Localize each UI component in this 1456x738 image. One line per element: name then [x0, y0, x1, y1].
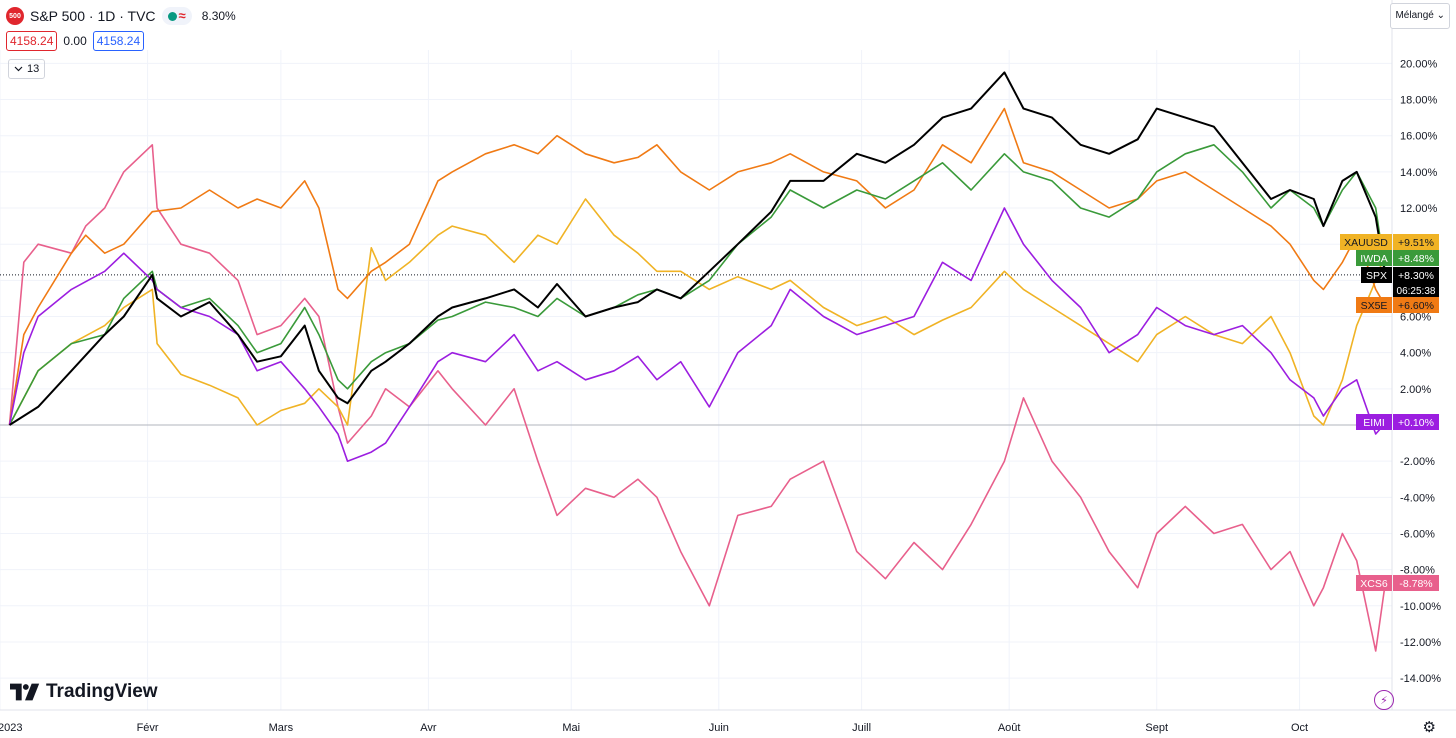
session-timer: 06:25:38 [1397, 286, 1436, 297]
gear-icon[interactable]: ⚙ [1422, 719, 1436, 736]
spread-value: 0.00 [63, 34, 87, 48]
x-tick-label: Mars [269, 722, 294, 734]
series-value-box [1393, 414, 1439, 430]
series-value-box [1393, 234, 1439, 250]
series-last-value: -8.78% [1399, 578, 1432, 590]
series-name: SPX [1366, 270, 1387, 282]
series-name-box [1356, 297, 1392, 313]
wave-icon: ≈ [178, 8, 186, 23]
series-value-box [1393, 575, 1439, 591]
series-value-box [1393, 297, 1439, 313]
x-axis: 2023 Févr Mars Avr Mai Juin Juill Août Sept Oct [0, 722, 1308, 734]
y-tick-label: -10.00% [1400, 601, 1441, 613]
last-label-xcs6: XCS6 -8.78% [1356, 575, 1439, 591]
y-tick-label: 4.00% [1400, 348, 1431, 360]
series-name-box [1356, 250, 1392, 266]
sp500-logo: 500 [6, 7, 24, 25]
series-line-eimi [8, 207, 1386, 462]
x-tick-label: Août [998, 722, 1021, 734]
x-tick-label: Mai [562, 722, 580, 734]
symbol-title[interactable]: S&P 500 · 1D · TVC [30, 8, 156, 24]
series-line-iwda [8, 144, 1386, 426]
series-line-spx [8, 71, 1387, 426]
series-name-box [1356, 414, 1392, 430]
tradingview-logo-icon [10, 683, 40, 701]
chevron-down-icon [14, 66, 23, 72]
series-last-value: +8.48% [1398, 253, 1434, 265]
change-percent: 8.30% [201, 9, 236, 23]
y-tick-label: 16.00% [1400, 131, 1438, 143]
series-line-xcs6 [8, 144, 1386, 652]
series-name: IWDA [1360, 253, 1387, 265]
y-tick-label: 18.00% [1400, 95, 1438, 107]
series-line-sx5e [8, 107, 1386, 426]
last-label-sx5e: SX5E +6.60% [1356, 297, 1439, 313]
series-last-value: +9.51% [1398, 237, 1434, 249]
indicators-toggle[interactable]: 13 [8, 59, 46, 79]
last-label-eimi: EIMI +0.10% [1356, 414, 1439, 430]
price-row: 4158.24 0.00 4158.24 [6, 31, 145, 51]
x-tick-label: Juin [709, 722, 729, 734]
y-tick-label: -8.00% [1400, 565, 1435, 577]
y-tick-label: -14.00% [1400, 673, 1441, 685]
y-tick-label: -6.00% [1400, 528, 1435, 540]
market-open-icon [167, 11, 177, 21]
series-name-box [1361, 267, 1392, 283]
market-status[interactable]: ≈ [161, 7, 192, 25]
y-tick-label: -2.00% [1400, 456, 1435, 468]
series-last-value: +8.30% [1398, 270, 1434, 282]
y-tick-label: 14.00% [1400, 167, 1438, 179]
x-tick-label: Avr [420, 722, 437, 734]
scale-mode-label: Mélangé [1395, 10, 1434, 21]
x-tick-label: Oct [1291, 722, 1308, 734]
y-tick-label: -4.00% [1400, 492, 1435, 504]
tradingview-logo[interactable]: TradingView [10, 681, 158, 703]
last-label-xauusd: XAUUSD +9.51% [1340, 234, 1439, 250]
symbol-header[interactable]: 500 S&P 500 · 1D · TVC ≈ 8.30% [6, 5, 236, 27]
series-name: SX5E [1361, 300, 1388, 312]
scale-mode-select[interactable]: Mélangé ⌄ [1390, 3, 1450, 29]
y-tick-label: 2.00% [1400, 384, 1431, 396]
chevron-down-icon: ⌄ [1436, 10, 1445, 21]
series-lines [8, 71, 1387, 652]
series-last-value: +0.10% [1398, 417, 1434, 429]
indicator-count: 13 [27, 63, 40, 75]
series-name-box [1340, 234, 1392, 250]
y-tick-label: 12.00% [1400, 203, 1438, 215]
series-last-value: +6.60% [1398, 300, 1434, 312]
logo-text: TradingView [46, 681, 158, 702]
series-name: EIMI [1363, 417, 1385, 429]
y-tick-label: 6.00% [1400, 312, 1431, 324]
series-value-box [1393, 267, 1439, 283]
series-name: XAUUSD [1344, 237, 1388, 249]
y-tick-label: -12.00% [1400, 637, 1441, 649]
y-axis: 20.00% 18.00% 16.00% 14.00% 12.00% 6.00% 4.00%… [1400, 58, 1441, 685]
buy-price-button[interactable]: 4158.24 [92, 31, 145, 51]
grid [0, 0, 1456, 711]
lightning-icon[interactable]: ⚡ [1374, 690, 1394, 710]
x-tick-label: Sept [1145, 722, 1168, 734]
x-tick-label: Févr [137, 722, 159, 734]
last-label-iwda: IWDA +8.48% [1356, 250, 1439, 266]
series-name-box [1356, 575, 1392, 591]
y-tick-label: 20.00% [1400, 58, 1438, 70]
series-value-box [1393, 250, 1439, 266]
x-tick-label: Juill [852, 722, 871, 734]
timer-box [1393, 283, 1439, 297]
sell-price-button[interactable]: 4158.24 [6, 31, 58, 51]
last-value-labels: XAUUSD +9.51%IWDA +8.48%SPX +8.30%06:25:38S… [1340, 234, 1439, 591]
last-label-spx: SPX +8.30% 06:25:38 [1361, 267, 1439, 297]
x-tick-label: 2023 [0, 722, 22, 734]
series-line-xauusd [8, 198, 1386, 426]
series-name: XCS6 [1360, 578, 1388, 590]
